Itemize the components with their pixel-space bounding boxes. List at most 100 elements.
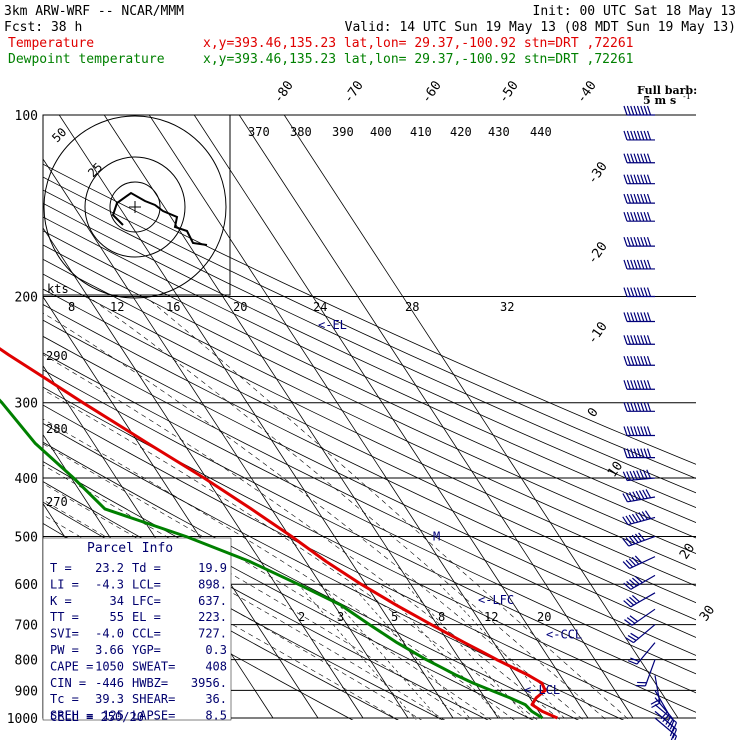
mixing-ratio-label-700: 2 (298, 610, 305, 624)
wind-barb-flag (630, 312, 635, 322)
mixing-ratio-label-700: 3 (337, 610, 344, 624)
parcel-info-value: -4.0 (95, 627, 124, 641)
parcel-info-key: HWBZ= (132, 676, 168, 690)
dry-adiabat (43, 244, 696, 554)
wind-barb-flag (674, 735, 678, 740)
wind-barb-flag (629, 615, 638, 622)
isotherm-label-top: -80 (271, 78, 297, 106)
wind-barb-staff (629, 556, 656, 570)
wind-barb (623, 211, 655, 222)
dry-adiabat (43, 163, 696, 465)
wind-barb-flag (633, 402, 638, 412)
wind-barb-flag (640, 448, 645, 458)
wind-barb (622, 510, 656, 526)
isotherm (43, 227, 364, 719)
wind-barb-staff (636, 642, 656, 665)
valid-time: Valid: 14 UTC Sun 19 May 13 (08 MDT Sun … (345, 20, 736, 35)
wind-barb-flag (635, 490, 642, 500)
wind-barb-flag (633, 130, 638, 141)
wind-barb-flag (629, 470, 635, 481)
wind-barb (623, 312, 655, 323)
wind-barb-flag (623, 130, 628, 141)
wind-barb-flag (643, 105, 648, 116)
wind-barb-flag (646, 105, 652, 116)
wind-barb-flag (623, 236, 628, 247)
wind-barb-flag (635, 512, 642, 522)
wind-barb-flag (634, 575, 643, 584)
moist-adiabat (43, 514, 399, 720)
wind-barb-flag (630, 657, 640, 663)
moist-adiabat (43, 312, 584, 720)
parcel-info-key: CAPE = (50, 659, 93, 673)
wind-barb-flag (638, 512, 645, 521)
wind-barb-flag (640, 193, 645, 204)
theta-e-label: 410 (410, 125, 432, 139)
wind-barb (623, 448, 655, 459)
wind-barb-flag (646, 174, 652, 184)
wind-barb-flag (646, 130, 652, 141)
wind-barb-flag (630, 236, 635, 247)
parcel-info-row: SVI= -4.0 CCL= 727. (50, 627, 227, 641)
wind-barb-flag (631, 513, 639, 523)
wind-barb (623, 236, 655, 247)
wind-barb-flag (643, 153, 648, 163)
moist-adiabat (43, 443, 492, 720)
parcel-info-title: Parcel Info (87, 541, 173, 556)
wind-barb-flag (630, 153, 635, 163)
moist-adiabat (43, 418, 515, 720)
wind-barb-flag (622, 471, 628, 481)
wind-barb (622, 469, 656, 482)
wind-barb-flag (646, 335, 652, 345)
isotherm-label-right: 20 (677, 541, 698, 562)
wind-barb-flag (623, 287, 628, 297)
mixing-ratio-label-700: 5 (391, 610, 398, 624)
wind-barb-flag (623, 402, 628, 412)
hodograph-ring-outer (43, 115, 227, 299)
wind-barb-staff (633, 624, 656, 644)
wind-barb-flag (631, 577, 640, 585)
wind-barb-flag (636, 259, 642, 270)
parcel-info-box (42, 537, 232, 721)
parcel-info-value: -4.3 (95, 577, 124, 591)
wind-barb-flag (633, 211, 638, 222)
wind-barb-flag (643, 448, 648, 458)
wind-key-sup: -1 (683, 92, 691, 101)
wind-barb-staff (654, 717, 677, 737)
mixing-ratio-label-200: 32 (500, 300, 514, 314)
parcel-info-key: LCL= (132, 577, 161, 591)
parcel-info-value: 3.66 (95, 643, 124, 657)
wind-barb-flag (630, 105, 635, 116)
wind-barb-flag (636, 105, 642, 116)
wind-barb (623, 574, 656, 590)
wind-barb-flag (636, 402, 642, 412)
theta-e-label: 390 (332, 125, 354, 139)
wind-barb-flag (646, 211, 652, 222)
parcel-info-key: SHEAR= (132, 692, 175, 706)
parcel-info-value: 34 (110, 594, 124, 608)
wind-barb-flag (626, 211, 631, 222)
wind-barb-flag (640, 236, 645, 247)
wind-barb-flag (636, 153, 642, 163)
wind-barb-flag (633, 448, 638, 458)
wind-barb (627, 642, 656, 665)
wind-barb-flag (643, 335, 648, 345)
wind-barb-flag (640, 105, 645, 116)
wind-barb-flag (630, 448, 635, 458)
wind-barb (635, 659, 656, 687)
wind-barb-flag (630, 402, 635, 412)
wind-barb-flag (646, 356, 652, 366)
pressure-label: 100 (15, 109, 38, 124)
wind-barb-flag (646, 426, 652, 436)
wind-barb (623, 174, 655, 185)
wind-barb-flag (633, 287, 638, 297)
wind-barb-flag (636, 426, 642, 436)
wind-barb (623, 592, 656, 608)
wind-barb-flag (643, 130, 648, 141)
wind-barb-flag (623, 356, 628, 366)
isotherm-label-top: -50 (496, 78, 522, 106)
parcel-info-row: CIN = -446 HWBZ= 3956. (50, 676, 227, 690)
isotherm (0, 115, 3, 718)
wind-barb-flag (626, 236, 631, 247)
wind-barb-flag (643, 426, 648, 436)
dry-adiabat (43, 422, 625, 720)
